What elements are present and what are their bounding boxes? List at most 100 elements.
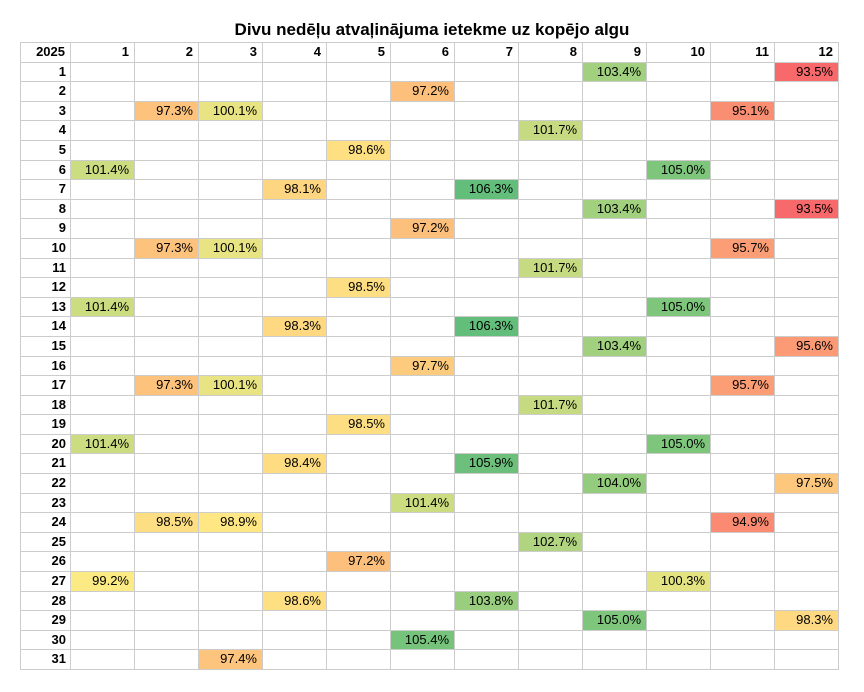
empty-cell <box>71 513 135 533</box>
column-header-month-7: 7 <box>455 43 519 63</box>
empty-cell <box>711 552 775 573</box>
empty-cell <box>583 454 647 475</box>
empty-cell <box>391 591 455 612</box>
empty-cell <box>711 278 775 298</box>
empty-cell <box>71 532 135 553</box>
empty-cell <box>199 297 263 318</box>
row-header-day-10: 10 <box>21 238 71 259</box>
heatmap-cell-day-16-month-6: 97.7% <box>391 356 455 377</box>
empty-cell <box>327 630 391 651</box>
heatmap-cell-day-24-month-3: 98.9% <box>199 513 263 533</box>
empty-cell <box>647 336 711 357</box>
row-header-day-12: 12 <box>21 278 71 298</box>
empty-cell <box>775 82 839 102</box>
row-header-day-1: 1 <box>21 62 71 83</box>
empty-cell <box>135 572 199 592</box>
empty-cell <box>519 376 583 396</box>
empty-cell <box>71 238 135 259</box>
empty-cell <box>647 199 711 220</box>
empty-cell <box>391 258 455 279</box>
empty-cell <box>455 552 519 573</box>
empty-cell <box>71 591 135 612</box>
empty-cell <box>199 356 263 377</box>
empty-cell <box>199 532 263 553</box>
row-header-day-21: 21 <box>21 454 71 475</box>
empty-cell <box>647 278 711 298</box>
empty-cell <box>647 611 711 631</box>
empty-cell <box>519 552 583 573</box>
chart-title: Divu nedēļu atvaļinājuma ietekme uz kopē… <box>234 20 630 39</box>
empty-cell <box>199 474 263 494</box>
empty-cell <box>327 82 391 102</box>
empty-cell <box>135 62 199 83</box>
empty-cell <box>711 160 775 181</box>
empty-cell <box>199 552 263 573</box>
empty-cell <box>327 219 391 239</box>
empty-cell <box>647 376 711 396</box>
empty-cell <box>263 434 327 455</box>
empty-cell <box>519 572 583 592</box>
empty-cell <box>327 356 391 377</box>
empty-cell <box>199 140 263 161</box>
empty-cell <box>647 650 711 670</box>
empty-cell <box>391 121 455 141</box>
empty-cell <box>775 238 839 259</box>
empty-cell <box>263 199 327 220</box>
empty-cell <box>263 630 327 651</box>
empty-cell <box>199 630 263 651</box>
heatmap-cell-day-20-month-1: 101.4% <box>71 434 135 455</box>
empty-cell <box>519 454 583 475</box>
empty-cell <box>135 278 199 298</box>
heatmap-cell-day-7-month-7: 106.3% <box>455 180 519 200</box>
empty-cell <box>519 630 583 651</box>
empty-cell <box>327 513 391 533</box>
empty-cell <box>711 258 775 279</box>
empty-cell <box>583 552 647 573</box>
empty-cell <box>135 611 199 631</box>
empty-cell <box>391 611 455 631</box>
empty-cell <box>327 454 391 475</box>
empty-cell <box>775 356 839 377</box>
empty-cell <box>711 474 775 494</box>
empty-cell <box>455 474 519 494</box>
heatmap-cell-day-17-month-3: 100.1% <box>199 376 263 396</box>
column-header-month-12: 12 <box>775 43 839 63</box>
empty-cell <box>455 493 519 514</box>
heatmap-cell-day-13-month-10: 105.0% <box>647 297 711 318</box>
year-label: 2025 <box>21 43 71 63</box>
row-header-day-9: 9 <box>21 219 71 239</box>
empty-cell <box>327 297 391 318</box>
empty-cell <box>711 140 775 161</box>
empty-cell <box>391 572 455 592</box>
empty-cell <box>199 121 263 141</box>
row-header-day-5: 5 <box>21 140 71 161</box>
empty-cell <box>455 219 519 239</box>
empty-cell <box>775 552 839 573</box>
empty-cell <box>135 493 199 514</box>
empty-cell <box>455 572 519 592</box>
empty-cell <box>71 630 135 651</box>
empty-cell <box>71 336 135 357</box>
row-header-day-17: 17 <box>21 376 71 396</box>
empty-cell <box>71 180 135 200</box>
empty-cell <box>583 278 647 298</box>
empty-cell <box>391 650 455 670</box>
empty-cell <box>327 474 391 494</box>
empty-cell <box>135 199 199 220</box>
row-header-day-28: 28 <box>21 591 71 612</box>
empty-cell <box>391 376 455 396</box>
empty-cell <box>455 434 519 455</box>
row-header-day-22: 22 <box>21 474 71 494</box>
heatmap-cell-day-7-month-4: 98.1% <box>263 180 327 200</box>
empty-cell <box>327 493 391 514</box>
empty-cell <box>455 121 519 141</box>
empty-cell <box>199 180 263 200</box>
empty-cell <box>775 395 839 416</box>
empty-cell <box>455 532 519 553</box>
empty-cell <box>455 650 519 670</box>
empty-cell <box>327 101 391 122</box>
empty-cell <box>519 238 583 259</box>
row-header-day-14: 14 <box>21 317 71 337</box>
empty-cell <box>775 121 839 141</box>
column-header-month-10: 10 <box>647 43 711 63</box>
